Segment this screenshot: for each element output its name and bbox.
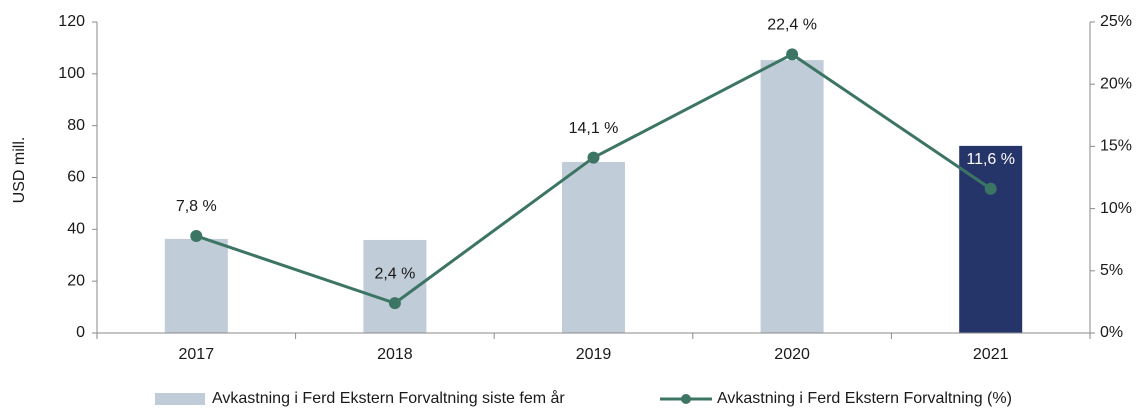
x-tick-label: 2017 (179, 346, 215, 363)
legend-label: Avkastning i Ferd Ekstern Forvaltning si… (212, 389, 565, 407)
data-label: 7,8 % (176, 198, 217, 215)
y-tick-label: 120 (58, 13, 85, 30)
y-tick-label: 100 (58, 65, 85, 82)
bar (760, 60, 824, 333)
legend-swatch (155, 393, 205, 405)
y2-tick-label: 10% (1100, 200, 1132, 217)
y2-tick-label: 25% (1100, 13, 1132, 30)
bar (562, 161, 625, 333)
legend-label: Avkastning i Ferd Ekstern Forvaltning (%… (717, 390, 1012, 407)
data-label: 2,4 % (374, 265, 415, 282)
x-tick-label: 2020 (774, 346, 810, 363)
y-tick-label: 80 (67, 117, 85, 134)
data-label: 11,6 % (966, 151, 1015, 168)
y-tick-label: 60 (67, 169, 85, 186)
y2-tick-label: 5% (1100, 262, 1123, 279)
x-tick-label: 2019 (576, 346, 612, 363)
bar (164, 238, 228, 333)
x-tick-label: 2021 (973, 346, 1009, 363)
line-marker (388, 297, 401, 310)
y2-tick-label: 20% (1100, 75, 1132, 92)
y-axis-label: USD mill. (11, 137, 28, 204)
data-label: 22,4 % (767, 17, 817, 34)
y-tick-label: 0 (76, 324, 85, 341)
data-label: 14,1 % (569, 120, 619, 137)
x-tick-label: 2018 (377, 346, 413, 363)
line-marker (587, 151, 600, 164)
y2-tick-label: 0% (1100, 324, 1123, 341)
y2-tick-label: 15% (1100, 138, 1132, 155)
legend-marker (681, 394, 691, 404)
line-marker (984, 182, 997, 195)
y-tick-label: 20 (67, 272, 85, 289)
line-marker (786, 48, 799, 61)
y-tick-label: 40 (67, 221, 85, 238)
bar (959, 145, 1023, 333)
line-marker (190, 229, 203, 242)
